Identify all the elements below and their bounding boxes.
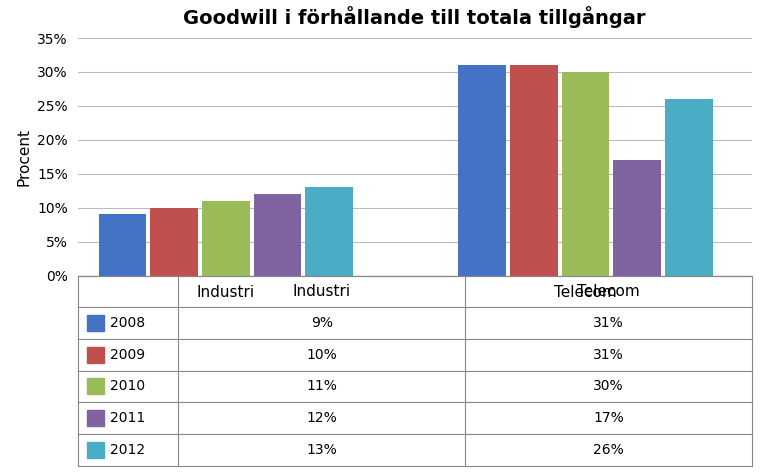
Text: 12%: 12%	[306, 411, 337, 425]
Y-axis label: Procent: Procent	[16, 128, 32, 186]
Bar	[87, 442, 104, 457]
Text: 2008: 2008	[110, 316, 145, 330]
Bar	[510, 65, 557, 276]
Text: 30%: 30%	[593, 380, 624, 393]
Bar	[150, 208, 198, 276]
Text: 17%: 17%	[593, 411, 624, 425]
Text: 2011: 2011	[110, 411, 145, 425]
Text: 26%: 26%	[593, 443, 624, 456]
Text: Telecom: Telecom	[577, 284, 639, 299]
Bar	[87, 379, 104, 394]
Text: 2009: 2009	[110, 348, 145, 361]
Bar	[613, 160, 661, 276]
Bar	[98, 214, 146, 276]
Text: 31%: 31%	[593, 316, 624, 330]
Bar	[253, 194, 301, 276]
Text: 13%: 13%	[306, 443, 337, 456]
Bar	[562, 72, 609, 276]
Bar	[458, 65, 506, 276]
Bar	[305, 187, 353, 276]
Bar	[87, 347, 104, 362]
Text: 9%: 9%	[311, 316, 332, 330]
Bar	[202, 201, 250, 276]
Title: Goodwill i förhållande till totala tillgångar: Goodwill i förhållande till totala tillg…	[184, 6, 646, 28]
Text: 10%: 10%	[306, 348, 337, 361]
Text: 2012: 2012	[110, 443, 145, 456]
Text: 11%: 11%	[306, 380, 337, 393]
Text: Industri: Industri	[293, 284, 350, 299]
Text: 2010: 2010	[110, 380, 145, 393]
Bar	[665, 99, 712, 276]
Bar	[87, 315, 104, 331]
Bar	[87, 410, 104, 426]
Text: 31%: 31%	[593, 348, 624, 361]
